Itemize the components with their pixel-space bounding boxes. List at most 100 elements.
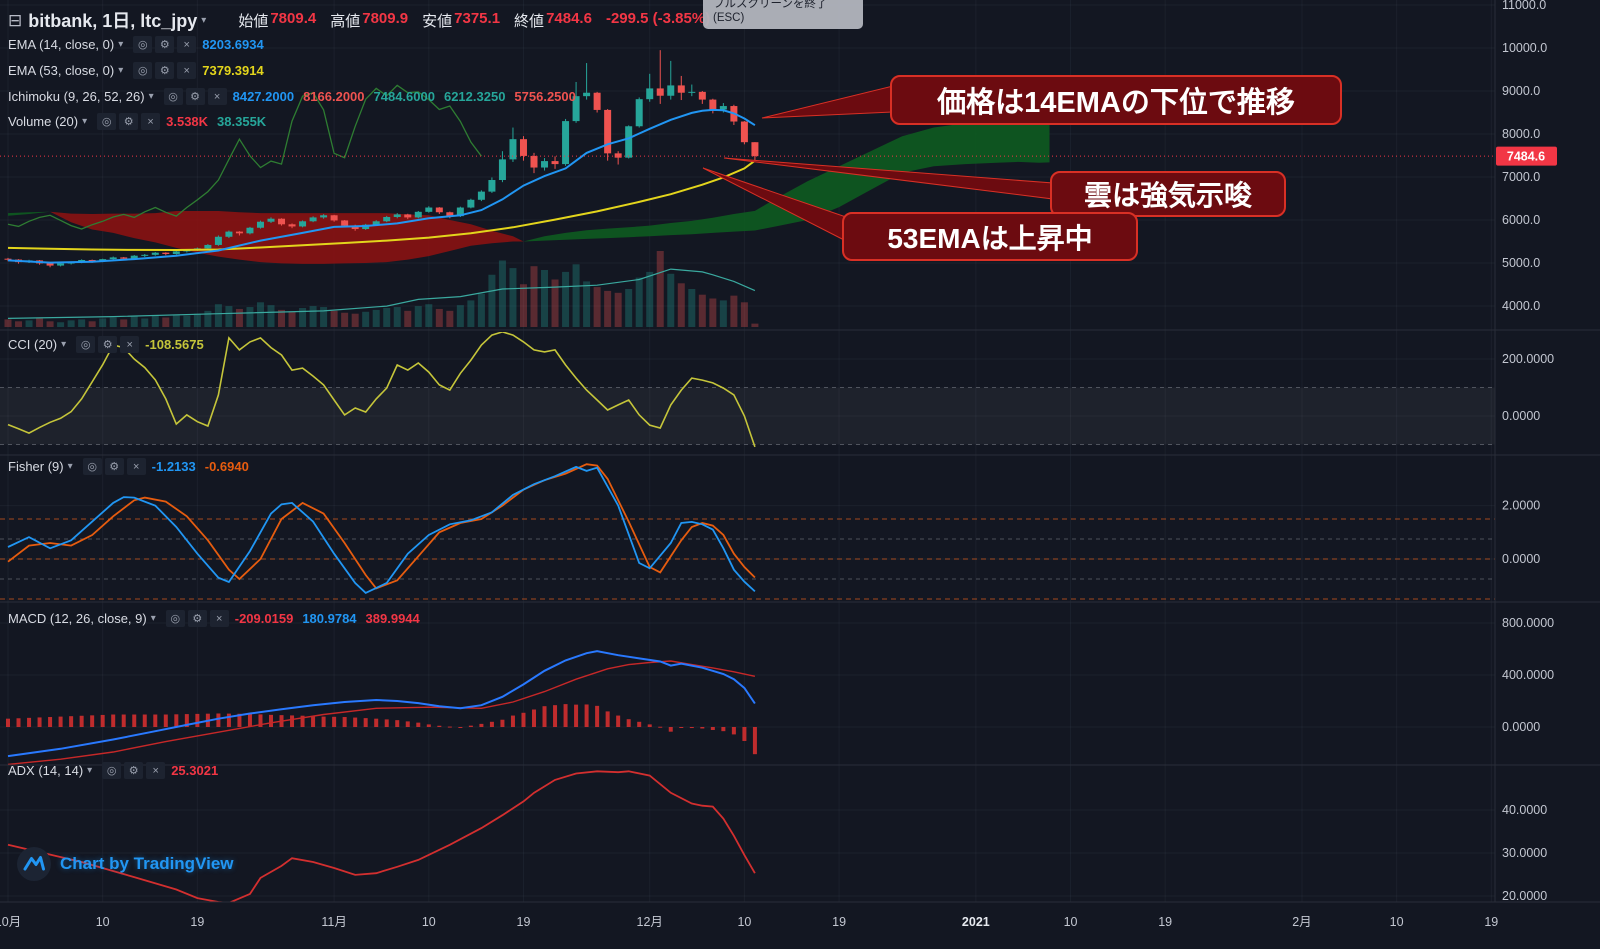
axis-tick-label[interactable]: 200.0000	[1502, 352, 1554, 366]
axis-tick-label[interactable]: 0.0000	[1502, 552, 1540, 566]
time-axis-label[interactable]: 19	[1158, 915, 1172, 929]
axis-tick-label[interactable]: 20.0000	[1502, 889, 1547, 903]
tooltip-line1: フルスクリーンを終了	[713, 0, 828, 10]
time-axis-label[interactable]: 19	[1484, 915, 1498, 929]
eye-icon[interactable]: ◎	[163, 88, 183, 105]
axis-tick-label[interactable]: 9000.0	[1502, 84, 1540, 98]
fisher-caret-icon[interactable]: ▾	[67, 461, 73, 472]
change-value: -299.5 (-3.85%)	[605, 9, 711, 27]
close-icon[interactable]: ×	[141, 113, 161, 130]
legend-value: -209.0159	[234, 611, 294, 626]
cci-pane	[0, 332, 1495, 448]
ichimoku-cloud-bear	[50, 211, 524, 264]
eye-icon[interactable]: ◎	[133, 62, 153, 79]
time-axis-label[interactable]: 10	[1390, 915, 1404, 929]
axis-tick-label[interactable]: 800.0000	[1502, 616, 1554, 630]
gear-icon[interactable]: ⚙	[155, 62, 175, 79]
ema53-label[interactable]: EMA (53, close, 0)	[8, 63, 115, 78]
gear-icon[interactable]: ⚙	[124, 762, 144, 779]
time-axis-label[interactable]: 10	[737, 915, 751, 929]
ichimoku-caret-icon[interactable]: ▾	[148, 91, 154, 102]
axis-tick-label[interactable]: 40.0000	[1502, 803, 1547, 817]
gear-icon[interactable]: ⚙	[155, 36, 175, 53]
time-axis-label[interactable]: 12月	[637, 915, 663, 929]
close-icon[interactable]: ×	[209, 610, 229, 627]
volume-caret-icon[interactable]: ▾	[82, 116, 88, 127]
ema14-line	[7, 108, 756, 264]
legend-value: 180.9784	[302, 611, 357, 626]
low-value: 7375.1	[454, 9, 501, 27]
gear-icon[interactable]: ⚙	[185, 88, 205, 105]
time-axis-label[interactable]: 10月	[0, 915, 21, 929]
gear-icon[interactable]: ⚙	[104, 458, 124, 475]
fisher-line	[7, 465, 756, 594]
close-icon[interactable]: ×	[177, 36, 197, 53]
axis-tick-label[interactable]: 4000.0	[1502, 299, 1540, 313]
gear-icon[interactable]: ⚙	[98, 336, 118, 353]
volume-label[interactable]: Volume (20)	[8, 114, 79, 129]
cci-value: -108.5675	[145, 337, 204, 352]
ichimoku-buttons: ◎ ⚙ ×	[163, 88, 227, 105]
axis-tick-label[interactable]: 8000.0	[1502, 127, 1540, 141]
time-axis-label[interactable]: 10	[1064, 915, 1078, 929]
axis-tick-label[interactable]: 5000.0	[1502, 256, 1540, 270]
volume-bars	[4, 251, 759, 327]
axis-tick-label[interactable]: 30.0000	[1502, 846, 1547, 860]
ema14-label[interactable]: EMA (14, close, 0)	[8, 37, 115, 52]
ichimoku-label[interactable]: Ichimoku (9, 26, 52, 26)	[8, 89, 145, 104]
time-axis-label[interactable]: 19	[190, 915, 204, 929]
gear-icon[interactable]: ⚙	[187, 610, 207, 627]
time-axis-label[interactable]: 2月	[1292, 915, 1311, 929]
close-icon[interactable]: ×	[207, 88, 227, 105]
legend-value: 7484.6000	[373, 89, 435, 104]
macd-caret-icon[interactable]: ▾	[150, 613, 156, 624]
adx-label[interactable]: ADX (14, 14)	[8, 763, 84, 778]
eye-icon[interactable]: ◎	[102, 762, 122, 779]
tradingview-watermark[interactable]: Chart by TradingView	[16, 846, 234, 882]
axis-tick-label[interactable]: 11000.0	[1502, 0, 1546, 12]
axis-tick-label[interactable]: 0.0000	[1502, 720, 1540, 734]
time-axis-label[interactable]: 2021	[962, 915, 990, 929]
time-axis-label[interactable]: 10	[422, 915, 436, 929]
close-icon[interactable]: ×	[146, 762, 166, 779]
axis-tick-label[interactable]: 6000.0	[1502, 213, 1540, 227]
macd-label[interactable]: MACD (12, 26, close, 9)	[8, 611, 147, 626]
fisher-label[interactable]: Fisher (9)	[8, 459, 64, 474]
high-label: 高値	[330, 12, 361, 30]
close-icon[interactable]: ×	[126, 458, 146, 475]
axis-tick-label[interactable]: 400.0000	[1502, 668, 1554, 682]
eye-icon[interactable]: ◎	[165, 610, 185, 627]
eye-icon[interactable]: ◎	[82, 458, 102, 475]
symbol-title[interactable]: bitbank, 1日, ltc_jpy	[28, 11, 198, 31]
legend-row-cci: CCI (20) ▾ ◎ ⚙ × -108.5675	[8, 336, 204, 353]
time-axis-label[interactable]: 11月	[321, 915, 346, 929]
cci-caret-icon[interactable]: ▾	[61, 339, 67, 350]
time-axis-label[interactable]: 19	[832, 915, 846, 929]
eye-icon[interactable]: ◎	[97, 113, 117, 130]
eye-icon[interactable]: ◎	[76, 336, 96, 353]
ema53-value: 7379.3914	[202, 63, 264, 78]
close-icon[interactable]: ×	[120, 336, 140, 353]
time-axis-label[interactable]: 10	[96, 915, 110, 929]
close-icon[interactable]: ×	[177, 62, 197, 79]
axis-tick-label[interactable]: 2.0000	[1502, 499, 1540, 513]
cci-label[interactable]: CCI (20)	[8, 337, 58, 352]
window-menu-icon[interactable]: ⊟	[8, 10, 23, 30]
volume-ma-line	[7, 268, 756, 319]
current-price-badge	[1496, 146, 1557, 166]
ema14-caret-icon[interactable]: ▾	[118, 39, 124, 50]
legend-value: -0.6940	[204, 459, 249, 474]
symbol-caret-icon[interactable]: ▾	[201, 14, 207, 26]
adx-caret-icon[interactable]: ▾	[87, 765, 93, 776]
annotation-price-below-ema14: 価格は14EMAの下位で推移	[890, 75, 1342, 125]
macd-line	[7, 650, 756, 758]
axis-tick-label[interactable]: 7000.0	[1502, 170, 1540, 184]
axis-tick-label[interactable]: 10000.0	[1502, 41, 1547, 55]
watermark-text[interactable]: Chart by TradingView	[60, 854, 234, 873]
gear-icon[interactable]: ⚙	[119, 113, 139, 130]
time-axis-label[interactable]: 19	[517, 915, 531, 929]
axis-tick-label[interactable]: 0.0000	[1502, 409, 1540, 423]
ema53-caret-icon[interactable]: ▾	[118, 65, 124, 76]
eye-icon[interactable]: ◎	[133, 36, 153, 53]
main-price-pane	[4, 50, 1050, 327]
